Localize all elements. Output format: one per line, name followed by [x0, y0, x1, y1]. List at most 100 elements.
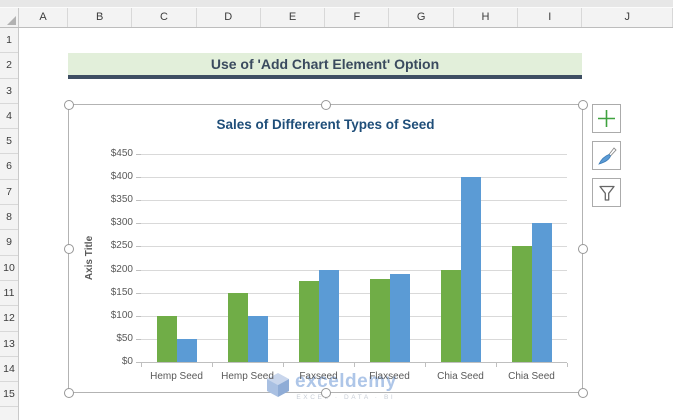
category-label-2[interactable]: Hemp Seed: [221, 371, 274, 382]
chart-elements-button[interactable]: [592, 104, 621, 133]
column-header-I[interactable]: I: [518, 8, 583, 27]
y-axis-label[interactable]: $0: [121, 356, 133, 367]
x-axis-tick: [425, 363, 426, 367]
exceldemy-cube-icon: [267, 373, 289, 397]
chart-resize-handle-bottom-left[interactable]: [64, 388, 74, 398]
y-axis-label[interactable]: $100: [110, 309, 133, 321]
y-axis-label[interactable]: $150: [110, 286, 133, 298]
gridline-150: [141, 292, 567, 294]
column-header-D[interactable]: D: [197, 8, 261, 27]
row-header-column: 1 2 3 4 5 6 7 8 9 10 11 12 13 14 15: [0, 28, 19, 420]
y-axis-label[interactable]: $300: [110, 217, 133, 229]
banner-title: Use of 'Add Chart Element' Option: [210, 55, 440, 72]
y-axis-label[interactable]: $350: [110, 194, 133, 206]
chart-bar-series1-3[interactable]: [298, 281, 319, 362]
plot-area: $0 $50 $100 $150 $200 $250 $300 $350 $400 $450 Hem…: [111, 148, 568, 382]
chart-bar-series2-3[interactable]: [318, 269, 339, 362]
chart-bar-series1-6[interactable]: [511, 246, 532, 362]
row-header-3[interactable]: 3: [0, 79, 18, 104]
x-axis-tick: [283, 363, 284, 367]
gridline-100: [141, 315, 567, 317]
row-header-1[interactable]: 1: [0, 28, 18, 54]
select-all-triangle-icon: [7, 16, 16, 25]
gridline-300: [141, 223, 567, 225]
row-header-4[interactable]: 4: [0, 104, 18, 130]
category-label-3[interactable]: Faxseed: [299, 371, 338, 382]
x-axis-tick: [354, 363, 355, 367]
gridline-200: [141, 269, 567, 271]
y-axis-tick: [136, 362, 141, 363]
watermark: exceldemy EXCEL · DATA · BI: [265, 372, 397, 401]
y-axis-label[interactable]: $50: [116, 332, 133, 344]
gridline-350: [141, 200, 567, 202]
title-banner-cell[interactable]: Use of 'Add Chart Element' Option: [68, 53, 582, 79]
column-header-B[interactable]: B: [68, 8, 133, 27]
chart-bar-series1-1[interactable]: [156, 315, 177, 362]
chart-bar-series1-2[interactable]: [227, 292, 248, 362]
y-axis-tick: [136, 223, 141, 225]
column-header-G[interactable]: G: [389, 8, 454, 27]
chart-title[interactable]: Sales of Differerent Types of Seed: [216, 117, 435, 132]
row-header-8[interactable]: 8: [0, 205, 18, 231]
chart-bar-series2-4[interactable]: [389, 274, 410, 362]
row-header-15[interactable]: 15: [0, 382, 18, 408]
x-axis-tick: [567, 363, 568, 367]
column-header-H[interactable]: H: [454, 8, 519, 27]
y-axis-tick: [136, 315, 141, 317]
column-header-C[interactable]: C: [132, 8, 197, 27]
row-header-12[interactable]: 12: [0, 306, 18, 332]
chart-resize-handle-bottom-right[interactable]: [578, 388, 588, 398]
chart-bar-series2-5[interactable]: [460, 177, 481, 362]
y-axis-label[interactable]: $400: [110, 171, 133, 183]
y-axis-tick: [136, 338, 141, 340]
chart-bar-series2-1[interactable]: [176, 338, 197, 362]
chart-styles-button[interactable]: [592, 141, 621, 170]
column-header-J[interactable]: J: [582, 8, 673, 27]
chart-bar-series2-6[interactable]: [531, 223, 552, 362]
watermark-tagline: EXCEL · DATA · BI: [296, 394, 396, 401]
chart-resize-handle-left-mid[interactable]: [64, 244, 74, 254]
x-axis-tick: [496, 363, 497, 367]
watermark-brand: exceldemy: [295, 371, 397, 392]
chart[interactable]: exceldemy EXCEL · DATA · BI Sales of Dif…: [64, 100, 588, 401]
row-header-2[interactable]: 2: [0, 53, 18, 79]
y-axis-tick: [136, 177, 141, 179]
chart-bar-series1-4[interactable]: [369, 278, 390, 362]
chart-resize-handle-right-mid[interactable]: [578, 244, 588, 254]
chart-resize-handle-top-right[interactable]: [578, 100, 588, 110]
category-label-4[interactable]: Flaxseed: [369, 371, 410, 382]
row-header-13[interactable]: 13: [0, 332, 18, 357]
y-axis-tick: [136, 200, 141, 202]
column-header-A[interactable]: A: [19, 8, 68, 27]
chart-resize-handle-bottom-mid[interactable]: [321, 388, 331, 398]
column-header-E[interactable]: E: [261, 8, 326, 27]
row-header-9[interactable]: 9: [0, 230, 18, 256]
chart-resize-handle-top-left[interactable]: [64, 100, 74, 110]
category-label-6[interactable]: Chia Seed: [508, 371, 555, 382]
chart-resize-handle-top-mid[interactable]: [321, 100, 331, 110]
category-label-5[interactable]: Chia Seed: [437, 371, 484, 382]
row-header-10[interactable]: 10: [0, 256, 18, 281]
y-axis-tick: [136, 292, 141, 294]
row-header-5[interactable]: 5: [0, 129, 18, 155]
category-label-1[interactable]: Hemp Seed: [150, 371, 203, 382]
brush-icon: [597, 146, 617, 165]
row-header-7[interactable]: 7: [0, 180, 18, 206]
chart-bar-series2-2[interactable]: [247, 315, 268, 362]
row-header-6[interactable]: 6: [0, 154, 18, 180]
select-all-corner[interactable]: [0, 8, 19, 27]
chart-bar-series1-5[interactable]: [440, 269, 461, 362]
gridline-250: [141, 246, 567, 248]
y-axis-label[interactable]: $250: [110, 240, 133, 252]
row-header-11[interactable]: 11: [0, 281, 18, 307]
y-axis-label[interactable]: $450: [110, 148, 133, 159]
y-axis-title[interactable]: Axis Title: [84, 235, 95, 281]
column-header-F[interactable]: F: [325, 8, 390, 27]
y-axis-label[interactable]: $200: [110, 263, 133, 275]
top-strip: [0, 0, 673, 8]
x-axis-line: [141, 362, 567, 363]
row-header-14[interactable]: 14: [0, 357, 18, 383]
chart-filters-button[interactable]: [592, 178, 621, 207]
